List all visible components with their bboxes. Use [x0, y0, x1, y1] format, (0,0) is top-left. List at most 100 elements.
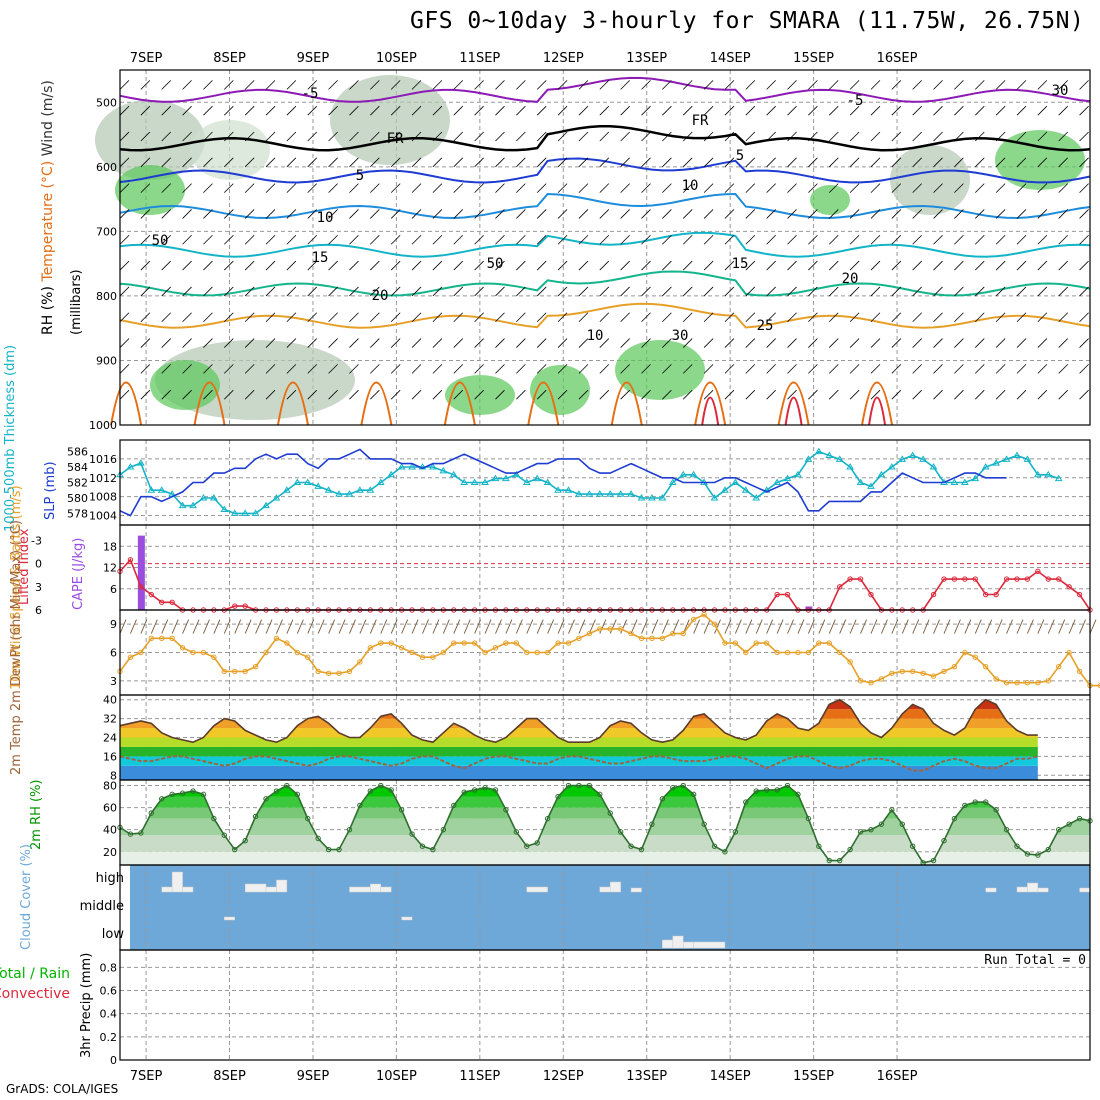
- lifted-index-point: [1024, 576, 1031, 582]
- precip-tick-label: 0.4: [100, 1008, 118, 1021]
- wind-barb: [349, 131, 359, 142]
- surface-wind-barb: [119, 619, 127, 634]
- wind-barb: [224, 183, 234, 193]
- lifted-index-point: [962, 576, 968, 582]
- thickness-point: [220, 505, 229, 513]
- wind-barb: [1016, 183, 1027, 193]
- surface-wind-barb: [390, 619, 398, 634]
- surface-wind-barb: [296, 619, 304, 634]
- wind-barb: [912, 209, 922, 219]
- wind-barb: [286, 260, 297, 271]
- precip-tick-label: 0.8: [100, 961, 118, 974]
- surface-wind-barb: [213, 619, 221, 634]
- thickness-point: [136, 459, 145, 466]
- wind-barb: [891, 80, 902, 90]
- wind-barb: [724, 389, 735, 400]
- wind-barb: [995, 286, 1006, 297]
- slp-tick-label: 1012: [89, 472, 117, 485]
- wind-barb: [224, 209, 234, 219]
- rh-point: [221, 832, 228, 838]
- wind-barb: [161, 131, 172, 142]
- wind-speed-point: [576, 635, 582, 642]
- wind-barb: [453, 183, 464, 193]
- rh-point: [597, 791, 603, 798]
- wind-barb: [516, 234, 526, 245]
- wind-barb: [745, 338, 756, 348]
- thickness-point: [303, 478, 312, 485]
- surface-wind-barb: [703, 619, 711, 634]
- wind-barb: [474, 131, 484, 142]
- temp-band: [120, 756, 1038, 766]
- wind-barb: [682, 157, 693, 168]
- wind-barb: [954, 157, 964, 168]
- wind-barb: [766, 364, 776, 374]
- rh-point: [461, 789, 467, 795]
- surface-wind-barb: [849, 619, 857, 634]
- wind-speed-point: [1003, 680, 1010, 686]
- surface-wind-barb: [661, 619, 669, 634]
- cloud-bar: [599, 886, 611, 893]
- thickness-point: [877, 470, 886, 478]
- surface-wind-barb: [422, 619, 429, 634]
- wind-barb: [933, 312, 943, 323]
- wind-barb: [682, 183, 693, 193]
- rh-point: [1066, 821, 1072, 827]
- wind-barb: [578, 312, 589, 323]
- wind-barb: [620, 364, 630, 374]
- wind-tick-label: 9: [110, 618, 117, 631]
- rh-point: [805, 815, 812, 822]
- wind-barb: [140, 209, 151, 219]
- wind-barb: [182, 364, 192, 374]
- thickness-point: [449, 470, 458, 478]
- wind-barb: [390, 209, 401, 219]
- precip-legend-convective: Convective: [0, 986, 70, 1002]
- rh-point: [993, 807, 999, 813]
- wind-speed-point: [868, 680, 874, 686]
- wind-barb: [849, 209, 860, 219]
- lifted-index-point: [847, 576, 853, 582]
- wind-barb: [682, 209, 693, 219]
- wind-barb: [119, 131, 130, 142]
- wind-barb: [954, 312, 964, 323]
- wind-barb: [370, 80, 380, 90]
- rh-point: [930, 857, 937, 864]
- wind-barb: [474, 260, 484, 271]
- wind-barb: [390, 260, 401, 271]
- top-day-label: 10SEP: [376, 51, 417, 66]
- wind-barb: [662, 338, 672, 348]
- wind-barb: [244, 389, 255, 400]
- wind-barb: [954, 80, 964, 90]
- wind-barb: [766, 260, 776, 271]
- wind-barb: [912, 105, 922, 116]
- wind-barb: [1079, 157, 1089, 168]
- wind-barb: [557, 234, 568, 245]
- wind-barb: [662, 364, 672, 374]
- wind-barb: [307, 105, 318, 116]
- wind-speed-point: [670, 630, 676, 637]
- wind-barb: [891, 209, 902, 219]
- wind-speed-point: [1035, 680, 1041, 686]
- temperature-line: [119, 698, 1038, 744]
- wind-barb: [724, 260, 735, 271]
- wind-barb: [224, 312, 234, 323]
- wind-barb: [411, 286, 422, 297]
- wind-barb: [432, 286, 443, 297]
- wind-barb: [578, 260, 589, 271]
- surface-wind-barb: [463, 619, 471, 634]
- wind-speed-point: [763, 640, 770, 646]
- wind-speed-point: [273, 635, 280, 642]
- rh-region: [150, 360, 220, 410]
- wind-barb: [390, 131, 401, 142]
- wind-speed-point: [138, 649, 144, 656]
- wind-barb: [432, 364, 443, 374]
- lifted-index-point: [159, 599, 165, 605]
- wind-barb: [244, 312, 255, 323]
- wind-speed-point: [930, 673, 937, 679]
- wind-barb: [265, 312, 276, 323]
- contour-label: -5: [302, 86, 319, 102]
- surface-wind-barb: [860, 619, 867, 634]
- wind-barb: [516, 260, 526, 271]
- wind-barb: [787, 234, 797, 245]
- contour-label: 10: [317, 210, 334, 226]
- panel-frame: [119, 69, 1091, 426]
